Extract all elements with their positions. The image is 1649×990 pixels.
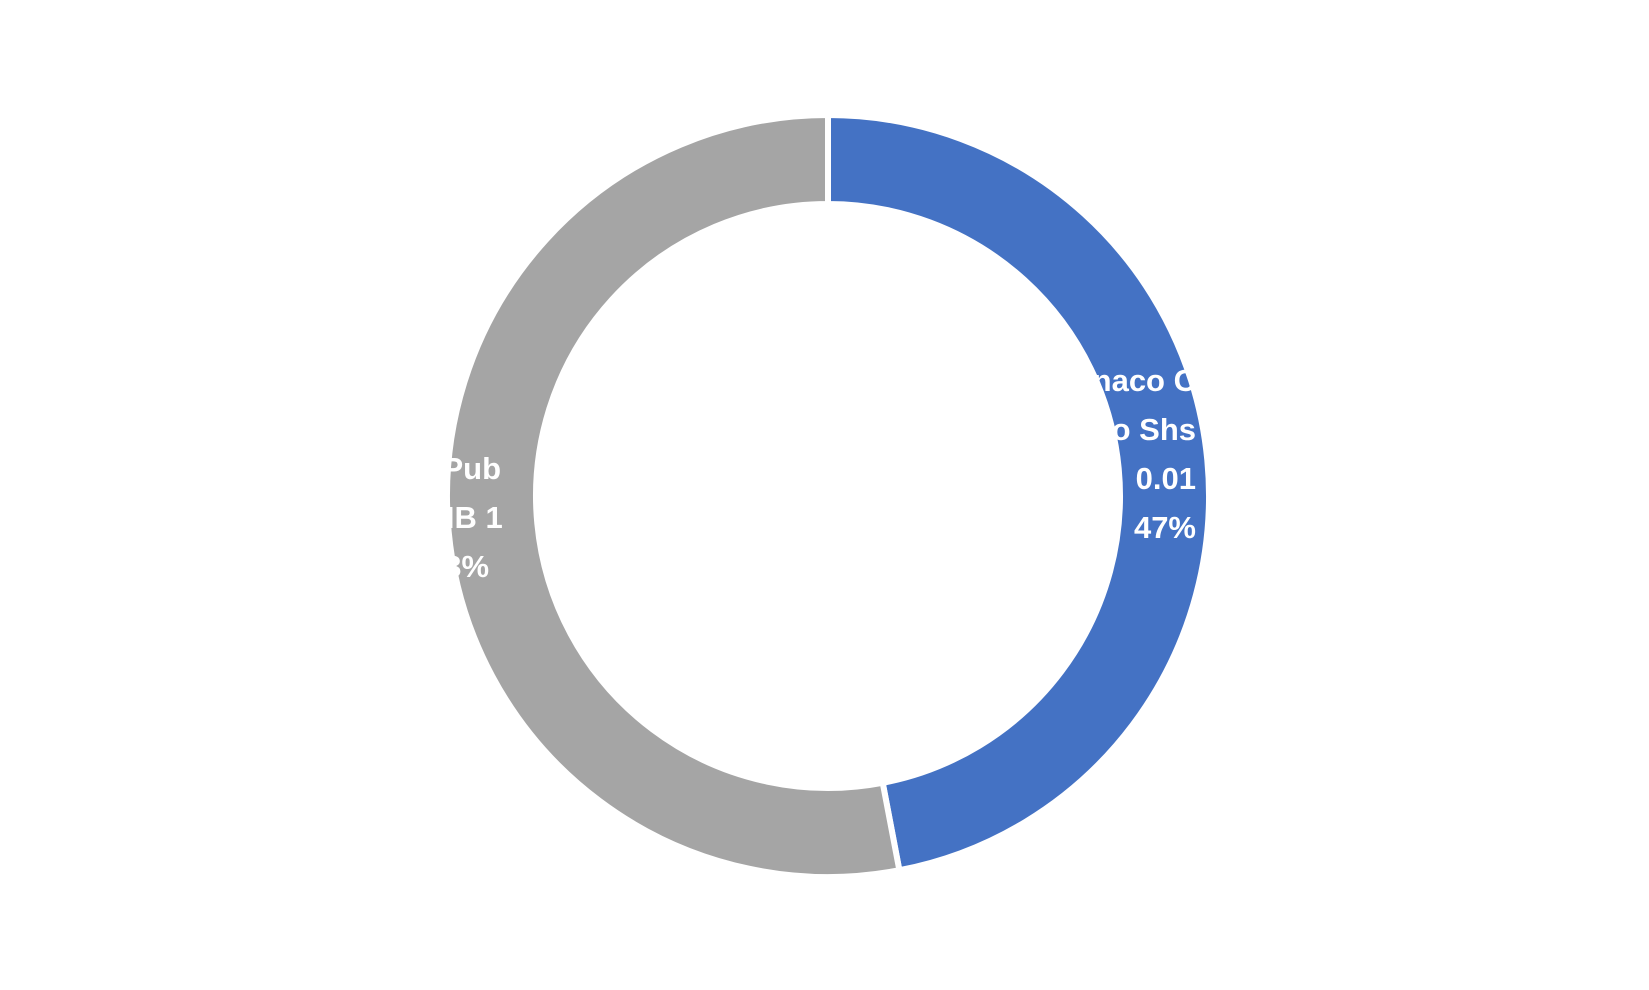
slice-1-label-line-0: u Pub bbox=[415, 451, 501, 486]
slice-0-label-line-3: 47% bbox=[1134, 510, 1196, 545]
slice-1-label-line-1: THB 1 bbox=[413, 500, 503, 535]
slice-label-group-1: u Pub THB 1 53% bbox=[413, 451, 503, 584]
slice-0-label-line-0: naco C bbox=[1093, 363, 1196, 398]
labels-layer: naco C o Shs 0.01 47% u Pub THB 1 53% bbox=[413, 363, 1196, 584]
slices-layer bbox=[444, 111, 1212, 880]
donut-slice-0 bbox=[825, 111, 1212, 874]
donut-slice-1 bbox=[444, 111, 903, 880]
slice-1-label-line-2: 53% bbox=[427, 549, 489, 584]
slice-0-label-line-1: o Shs bbox=[1112, 412, 1196, 447]
slice-label-group-0: naco C o Shs 0.01 47% bbox=[1093, 363, 1196, 545]
slice-0-label-line-2: 0.01 bbox=[1136, 461, 1196, 496]
